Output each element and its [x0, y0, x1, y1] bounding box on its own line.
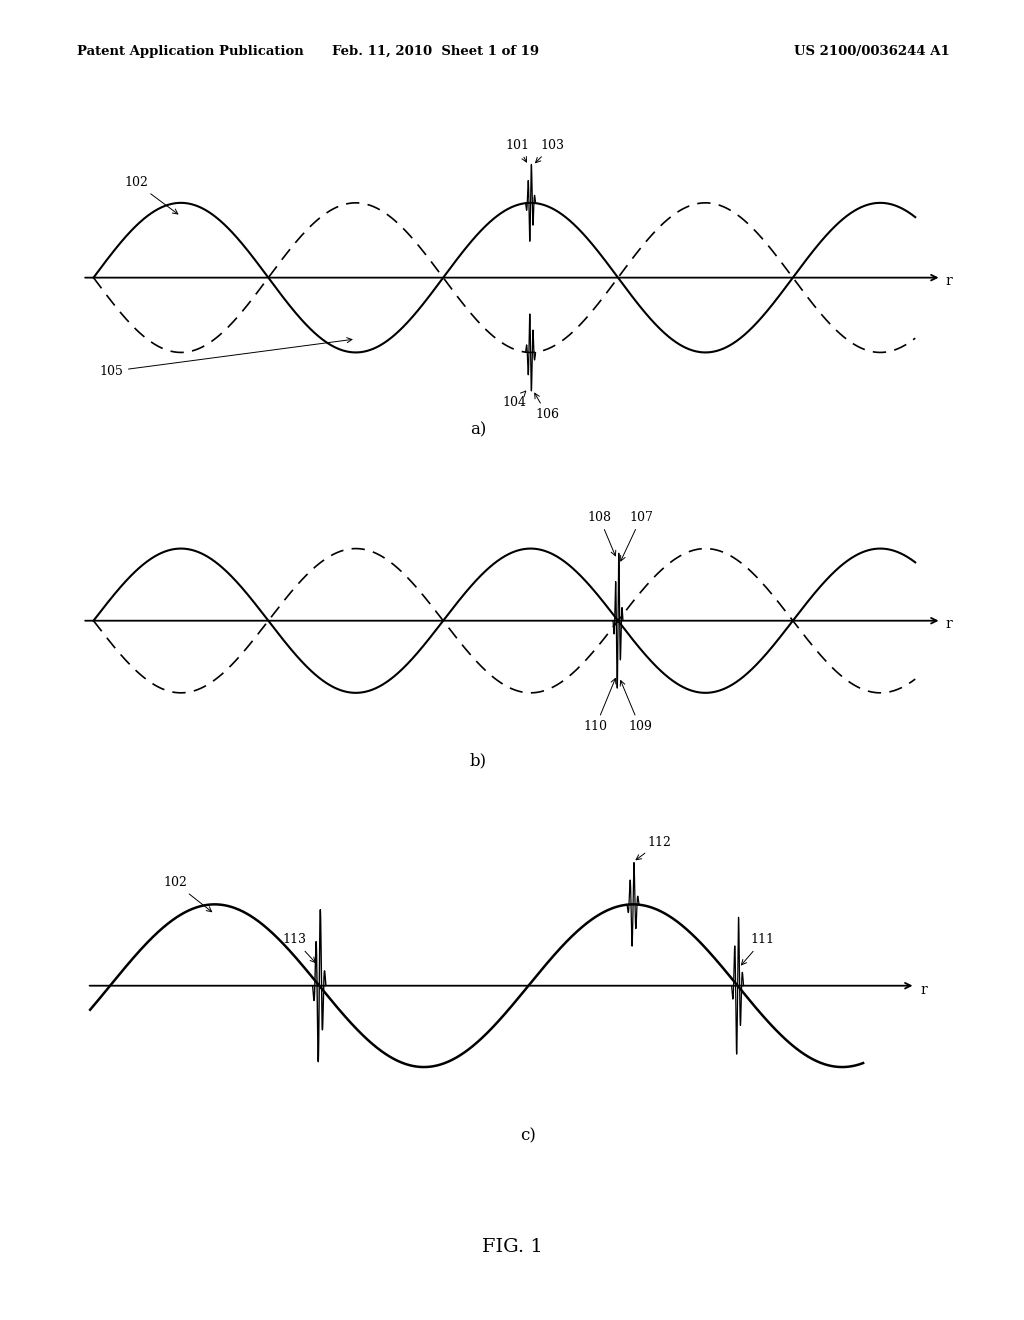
Text: 112: 112 — [636, 836, 672, 859]
Text: Patent Application Publication: Patent Application Publication — [77, 45, 303, 58]
Text: 110: 110 — [584, 678, 615, 734]
Text: FIG. 1: FIG. 1 — [481, 1238, 543, 1257]
Text: 108: 108 — [588, 511, 615, 556]
Text: 106: 106 — [535, 393, 559, 421]
Text: 107: 107 — [621, 511, 653, 561]
Text: 113: 113 — [283, 933, 315, 962]
Text: b): b) — [470, 752, 486, 770]
Text: a): a) — [470, 421, 486, 438]
Text: c): c) — [520, 1127, 537, 1144]
Text: Feb. 11, 2010  Sheet 1 of 19: Feb. 11, 2010 Sheet 1 of 19 — [332, 45, 539, 58]
Text: 105: 105 — [99, 338, 352, 378]
Text: r: r — [946, 618, 952, 631]
Text: US 2100/0036244 A1: US 2100/0036244 A1 — [794, 45, 949, 58]
Text: 103: 103 — [536, 139, 564, 162]
Text: 101: 101 — [506, 139, 529, 162]
Text: r: r — [921, 983, 928, 997]
Text: 102: 102 — [164, 876, 212, 912]
Text: 104: 104 — [503, 391, 526, 409]
Text: 109: 109 — [621, 681, 652, 734]
Text: 102: 102 — [124, 177, 178, 214]
Text: 111: 111 — [741, 933, 775, 965]
Text: r: r — [946, 275, 952, 288]
